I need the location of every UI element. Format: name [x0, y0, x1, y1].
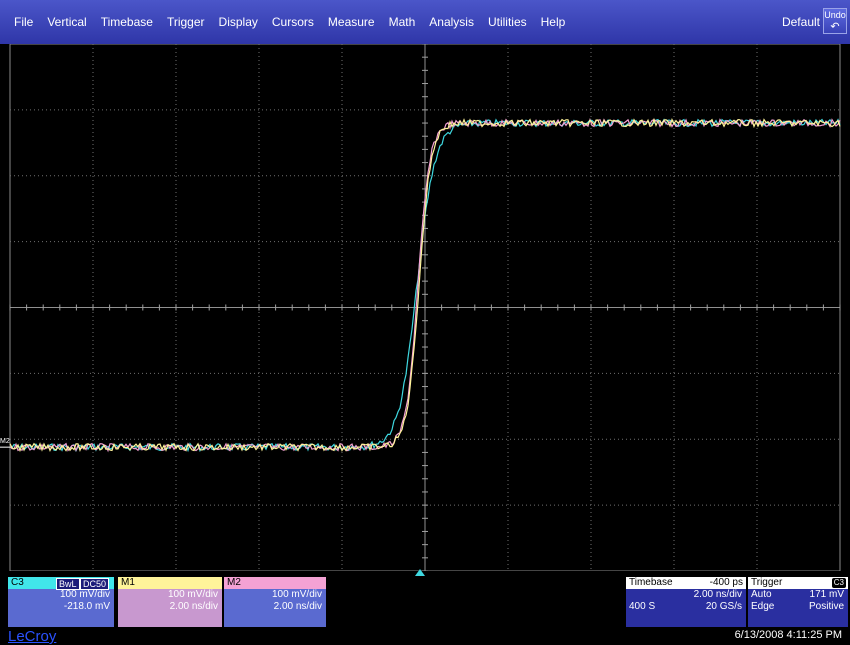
m2-timebase: 2.00 ns/div [273, 601, 322, 612]
m2-scale: 100 mV/div [271, 589, 322, 600]
menu-timebase[interactable]: Timebase [100, 15, 153, 29]
date-time: 6/13/2008 4:11:25 PM [734, 629, 842, 641]
c3-scale: 100 mV/div [59, 589, 110, 600]
timebase-rate: 20 GS/s [705, 601, 742, 612]
trigger-channel-badge: C3 [831, 578, 846, 588]
math-m1-descriptor[interactable]: M1 100 mV/div 2.00 ns/div [118, 577, 222, 627]
menu-vertical[interactable]: Vertical [47, 15, 87, 29]
trigger-descriptor[interactable]: Trigger C3 Auto 171 mV Edge Positive [748, 577, 848, 627]
menu-bar: File Vertical Timebase Trigger Display C… [0, 0, 850, 44]
m2-name: M2 [224, 577, 326, 589]
m1-name: M1 [118, 577, 222, 589]
default-setup-label[interactable]: Default [781, 15, 820, 29]
timebase-descriptor[interactable]: Timebase -400 ps 2.00 ns/div 400 S 20 GS… [626, 577, 746, 627]
timebase-row-1: 2.00 ns/div [626, 589, 746, 601]
m1-scale: 100 mV/div [167, 589, 218, 600]
timebase-row-2: 400 S 20 GS/s [626, 601, 746, 613]
trigger-title: Trigger [751, 577, 783, 588]
trigger-row-1: Auto 171 mV [748, 589, 848, 601]
undo-button[interactable]: Undo ↶ [823, 8, 847, 34]
math-m2-descriptor[interactable]: M2 100 mV/div 2.00 ns/div [224, 577, 326, 627]
trigger-row-2: Edge Positive [748, 601, 848, 613]
dc50-badge: DC50 [80, 578, 110, 590]
trace-m1 [9, 117, 841, 453]
menu-display[interactable]: Display [218, 15, 258, 29]
trace-ground-marker: M2 [0, 438, 10, 445]
trigger-position-marker[interactable] [415, 569, 425, 576]
c3-header: C3 BwL DC50 [8, 577, 114, 590]
menu-file[interactable]: File [14, 15, 34, 29]
menu-analysis[interactable]: Analysis [429, 15, 474, 29]
waveform-display[interactable]: M2 [0, 44, 850, 571]
m1-timebase: 2.00 ns/div [169, 601, 218, 612]
timebase-header: Timebase -400 ps [626, 577, 746, 589]
trigger-mode: Auto [751, 589, 772, 600]
menu-utilities[interactable]: Utilities [487, 15, 527, 29]
menu-trigger[interactable]: Trigger [166, 15, 205, 29]
undo-icon: ↶ [830, 21, 840, 33]
timebase-delay: -400 ps [709, 577, 743, 588]
undo-label: Undo [824, 10, 846, 20]
lecroy-logo: LeCroy [8, 628, 57, 645]
timebase-title: Timebase [629, 577, 673, 588]
trigger-level: 171 mV [809, 589, 844, 600]
timebase-samples: 400 S [629, 601, 656, 612]
trigger-type: Edge [751, 601, 775, 612]
timebase-time-div: 2.00 ns/div [693, 589, 742, 600]
menu-help[interactable]: Help [540, 15, 566, 29]
trigger-header: Trigger C3 [748, 577, 848, 589]
waveform-svg: M2 [0, 44, 841, 571]
channel-c3-descriptor[interactable]: C3 BwL DC50 100 mV/div -218.0 mV [8, 577, 114, 627]
trigger-slope: Positive [808, 601, 844, 612]
menu-cursors[interactable]: Cursors [271, 15, 314, 29]
bwl-badge: BwL [56, 578, 80, 590]
menu-math[interactable]: Math [388, 15, 416, 29]
c3-offset: -218.0 mV [63, 601, 110, 612]
menu-measure[interactable]: Measure [327, 15, 375, 29]
c3-name: C3 [11, 577, 24, 588]
status-panel: C3 BwL DC50 100 mV/div -218.0 mV M1 100 … [0, 577, 850, 645]
